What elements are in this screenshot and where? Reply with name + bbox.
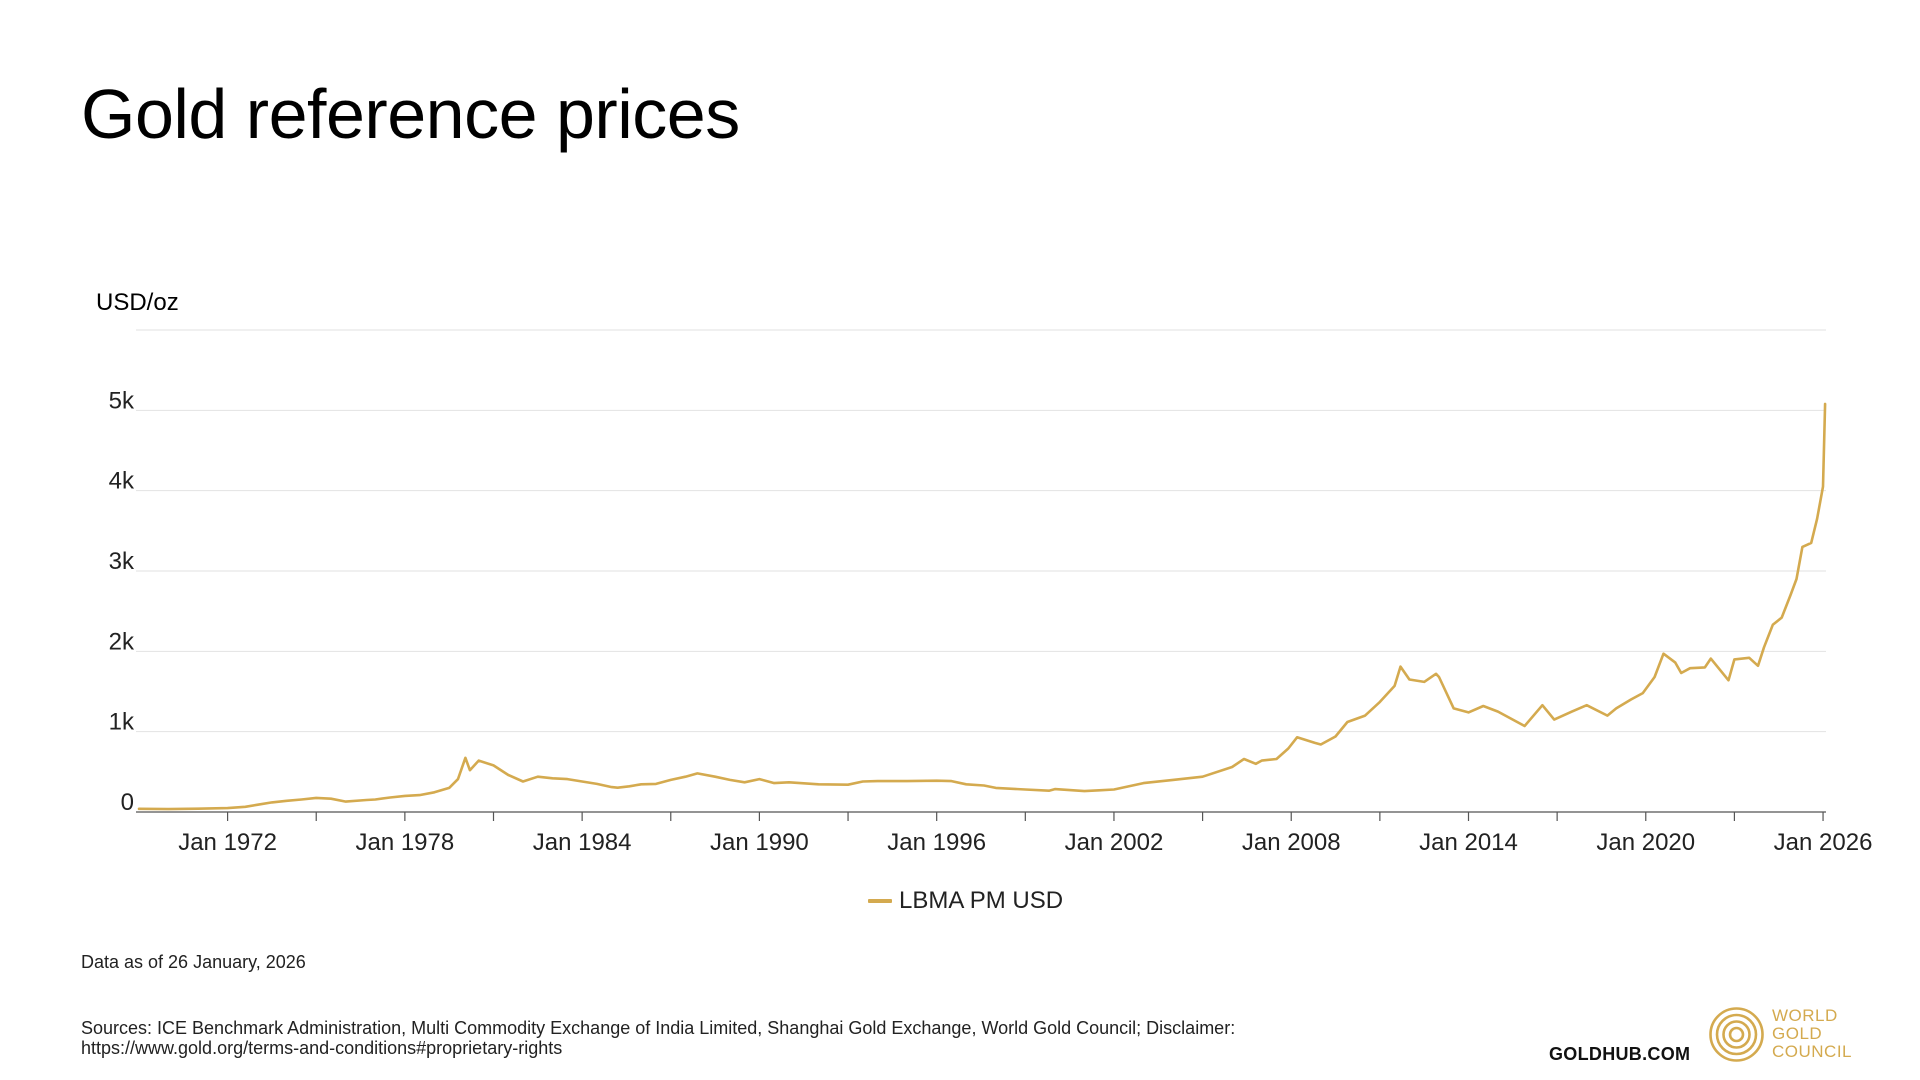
x-tick-label: Jan 1996 xyxy=(887,829,986,856)
sources-line-1: Sources: ICE Benchmark Administration, M… xyxy=(81,1018,1236,1038)
x-tick-label: Jan 2014 xyxy=(1419,829,1518,856)
x-tick-label: Jan 2008 xyxy=(1242,829,1341,856)
y-tick-label: 1k xyxy=(109,709,135,736)
x-tick-label: Jan 2026 xyxy=(1774,829,1873,856)
y-axis-unit-label: USD/oz xyxy=(96,289,179,316)
goldhub-link[interactable]: GOLDHUB.COM xyxy=(1549,1044,1691,1064)
chart-legend[interactable]: LBMA PM USD xyxy=(868,887,1063,915)
y-tick-label: 5k xyxy=(109,387,135,414)
legend-swatch-icon xyxy=(868,899,892,903)
x-tick-label: Jan 1990 xyxy=(710,829,809,856)
world-gold-council-logo-icon xyxy=(1709,1007,1764,1062)
y-tick-label: 2k xyxy=(109,628,135,655)
wordmark-line-3: COUNCIL xyxy=(1772,1042,1853,1061)
x-tick-label: Jan 2002 xyxy=(1065,829,1164,856)
page-title: Gold reference prices xyxy=(81,75,740,153)
sources-line-2[interactable]: https://www.gold.org/terms-and-condition… xyxy=(81,1038,563,1058)
data-as-of-note: Data as of 26 January, 2026 xyxy=(81,952,306,972)
x-axis: Jan 1972 Jan 1978 Jan 1984 Jan 1990 Jan 1996… xyxy=(136,811,1873,856)
wordmark-line-2: GOLD xyxy=(1772,1024,1823,1043)
y-tick-label: 0 xyxy=(121,789,134,816)
x-tick-label: Jan 1972 xyxy=(178,829,277,856)
gridlines xyxy=(136,329,1826,733)
legend-label-lbma-pm-usd: LBMA PM USD xyxy=(899,887,1064,914)
x-tick-label: Jan 1978 xyxy=(355,829,454,856)
world-gold-council-wordmark: WORLD GOLD COUNCIL xyxy=(1772,1007,1852,1061)
wordmark-line-1: WORLD xyxy=(1772,1006,1838,1025)
y-axis-ticks: 0 1k 2k 3k 4k 5k xyxy=(109,387,135,816)
sources-note: Sources: ICE Benchmark Administration, M… xyxy=(81,1018,1281,1058)
series-layer xyxy=(137,402,1827,811)
y-tick-label: 3k xyxy=(109,548,135,575)
x-tick-label: Jan 2020 xyxy=(1596,829,1695,856)
series-line-lbma-pm-usd[interactable] xyxy=(137,402,1827,811)
x-tick-label: Jan 1984 xyxy=(533,829,632,856)
y-tick-label: 4k xyxy=(109,468,135,495)
